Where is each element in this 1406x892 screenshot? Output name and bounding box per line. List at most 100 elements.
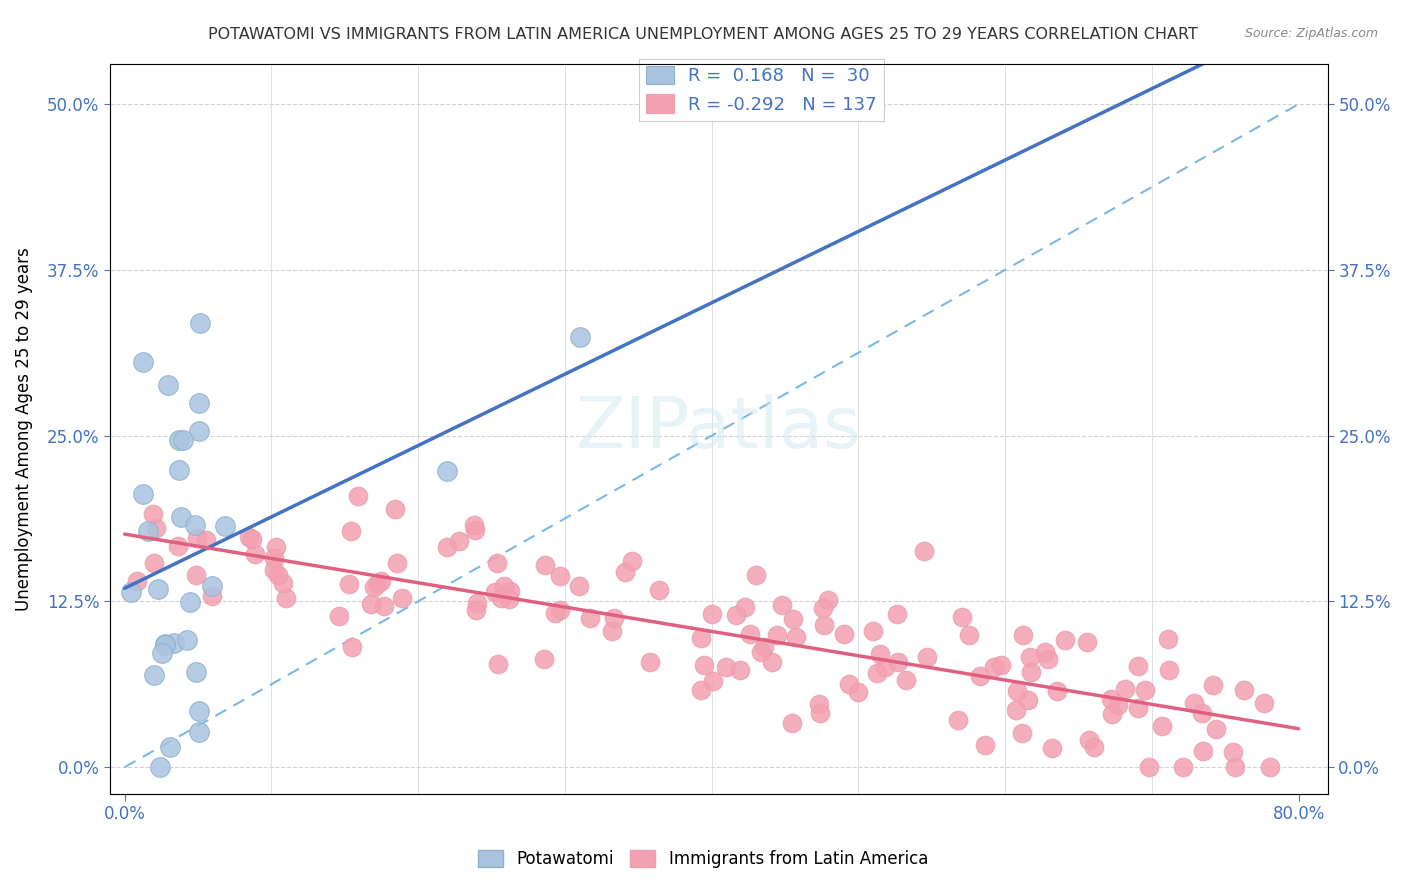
Point [702,673,724,688]
Point [1192,744,1215,758]
Y-axis label: Unemployment Among Ages 25 to 29 years: Unemployment Among Ages 25 to 29 years [15,247,32,611]
Point [155,638,177,652]
Point [1077,732,1099,747]
Point [1157,663,1180,677]
Point [813,618,835,632]
Point [1182,696,1205,710]
Point [188,724,211,739]
Point [734,600,756,615]
Point [176,632,198,647]
Point [1191,706,1213,721]
Point [373,599,395,614]
Point [1011,725,1033,739]
Point [990,657,1012,672]
Point [886,607,908,621]
Point [780,716,803,731]
Point [1045,684,1067,698]
Point [533,558,555,573]
Point [142,507,165,521]
Point [485,556,508,570]
Point [887,656,910,670]
Point [1019,665,1042,679]
Point [238,530,260,544]
Point [548,568,571,582]
Point [754,640,776,654]
Point [1225,760,1247,774]
Point [340,640,363,655]
Point [125,574,148,588]
Point [267,568,290,582]
Point [1040,740,1063,755]
Point [188,704,211,718]
Point [751,645,773,659]
Point [603,611,626,625]
Point [170,510,193,524]
Point [172,433,194,447]
Point [1233,683,1256,698]
Point [950,610,973,624]
Point [163,636,186,650]
Point [957,628,980,642]
Point [363,580,385,594]
Point [568,579,591,593]
Point [811,601,834,615]
Point [533,652,555,666]
Point [167,539,190,553]
Point [186,531,208,545]
Point [136,524,159,538]
Point [263,551,285,566]
Point [328,609,350,624]
Point [1083,739,1105,754]
Point [1107,698,1129,712]
Point [544,606,567,620]
Point [621,554,644,568]
Point [1017,692,1039,706]
Point [568,330,591,344]
Point [240,532,263,546]
Point [201,590,224,604]
Point [761,655,783,669]
Point [484,585,506,599]
Point [894,673,917,687]
Point [689,631,711,645]
Point [808,706,831,720]
Point [463,517,485,532]
Point [1053,633,1076,648]
Point [725,607,748,622]
Text: POTAWATOMI VS IMMIGRANTS FROM LATIN AMERICA UNEMPLOYMENT AMONG AGES 25 TO 29 YEA: POTAWATOMI VS IMMIGRANTS FROM LATIN AMER… [208,27,1198,42]
Point [946,713,969,727]
Point [638,656,661,670]
Point [150,646,173,660]
Point [1114,681,1136,696]
Point [436,464,458,478]
Point [132,354,155,368]
Point [1011,628,1033,642]
Point [167,463,190,477]
Point [1076,635,1098,649]
Point [817,593,839,607]
Point [785,631,807,645]
Point [1133,683,1156,698]
Point [1038,652,1060,666]
Point [548,603,571,617]
Point [702,607,724,621]
Point [714,660,737,674]
Point [1004,703,1026,717]
Point [340,524,363,538]
Point [142,556,165,570]
Point [366,577,388,591]
Point [873,660,896,674]
Point [1128,701,1150,715]
Point [465,602,488,616]
Point [1019,649,1042,664]
Point [347,489,370,503]
Point [689,682,711,697]
Text: Source: ZipAtlas.com: Source: ZipAtlas.com [1244,27,1378,40]
Point [190,316,212,330]
Point [600,624,623,638]
Point [187,424,209,438]
Legend: R =  0.168   N =  30, R = -0.292   N = 137: R = 0.168 N = 30, R = -0.292 N = 137 [640,59,884,121]
Point [145,521,167,535]
Point [614,565,637,579]
Point [149,760,172,774]
